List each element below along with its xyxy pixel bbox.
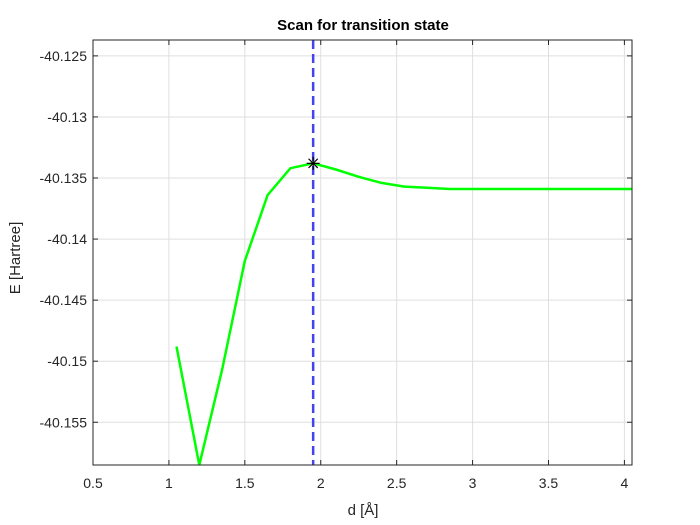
y-tick-label: -40.14	[47, 231, 87, 247]
y-tick-label: -40.15	[47, 353, 87, 369]
plot-area	[93, 40, 632, 465]
y-tick-label: -40.145	[40, 292, 88, 308]
x-tick-label: 2.5	[387, 475, 407, 491]
y-axis-label: E [Hartree]	[7, 222, 24, 295]
data-layer	[175, 40, 632, 466]
x-tick-label: 3.5	[539, 475, 559, 491]
x-tick-label: 1.5	[235, 475, 255, 491]
x-tick-label: 0.5	[83, 475, 103, 491]
y-tick-label: -40.13	[47, 109, 87, 125]
x-tick-label: 3	[469, 475, 477, 491]
axis-ticks: 0.5 1 1.5 2 2.5 3 3.5 4 -40.125 -40.13 -40.135 -40.…	[40, 40, 632, 491]
x-axis-label: d [Å]	[348, 502, 379, 519]
transition-state-marker	[306, 156, 320, 170]
y-tick-label: -40.155	[40, 414, 88, 430]
series-line	[175, 162, 632, 466]
y-tick-label: -40.135	[40, 170, 88, 186]
x-tick-label: 4	[621, 475, 629, 491]
x-tick-label: 2	[317, 475, 325, 491]
y-tick-label: -40.125	[40, 48, 88, 64]
chart-title: Scan for transition state	[277, 17, 449, 34]
x-tick-label: 1	[165, 475, 173, 491]
plot-frame	[92, 39, 633, 466]
